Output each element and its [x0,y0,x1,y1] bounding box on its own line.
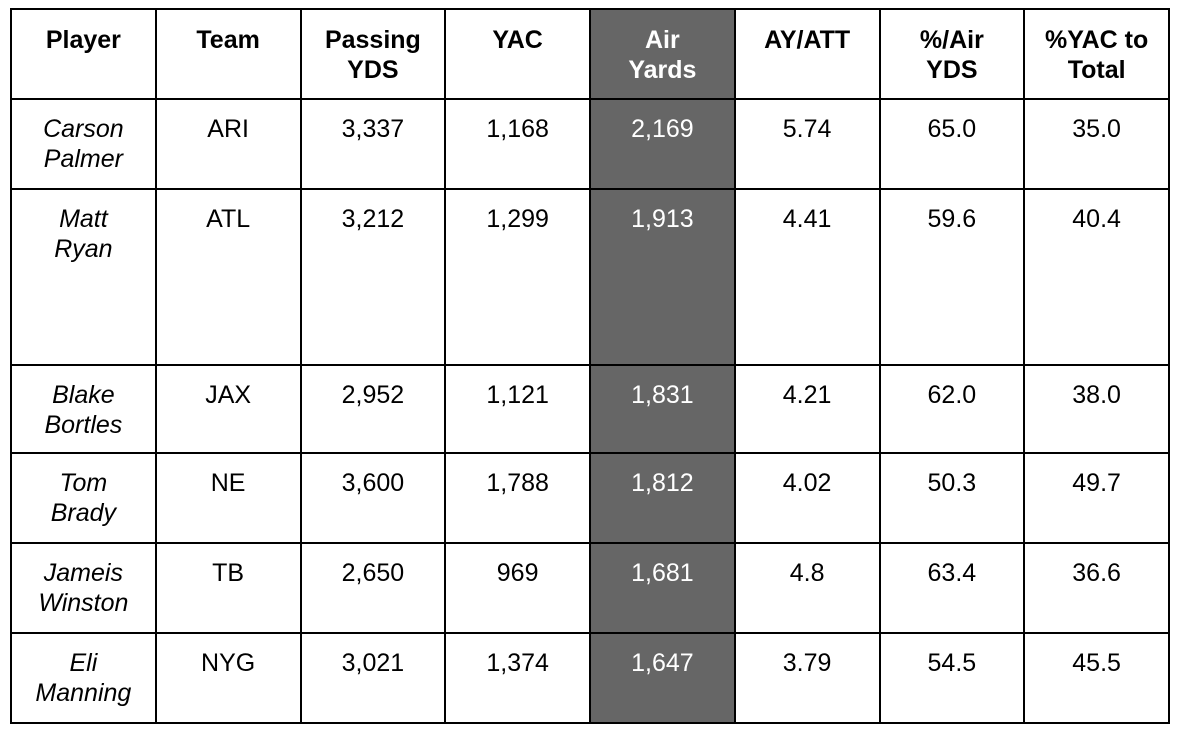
header-ay-att: AY/ATT [733,8,881,100]
table-row: Jameis Winston TB 2,650 969 1,681 4.8 63.… [10,542,1170,634]
pct-yac-total-cell: 49.7 [1023,452,1170,544]
yac-cell: 1,374 [444,632,591,724]
ay-att-cell: 4.41 [733,188,881,366]
table-row: Tom Brady NE 3,600 1,788 1,812 4.02 50.3 … [10,452,1170,544]
air-yards-cell: 1,681 [589,542,736,634]
pct-air-yds-cell: 54.5 [878,632,1026,724]
team-cell: NE [154,452,302,544]
yac-cell: 1,168 [444,98,591,190]
header-pct-air-yds: %/Air YDS [878,8,1026,100]
team-cell: NYG [154,632,302,724]
header-air-yards: Air Yards [589,8,736,100]
ay-att-cell: 4.21 [733,364,881,454]
passing-yds-cell: 3,021 [299,632,447,724]
pct-yac-total-cell: 38.0 [1023,364,1170,454]
air-yards-cell: 1,812 [589,452,736,544]
passing-yds-cell: 3,212 [299,188,447,366]
player-name: Eli Manning [10,632,157,724]
team-cell: ATL [154,188,302,366]
table-row: Eli Manning NYG 3,021 1,374 1,647 3.79 54… [10,632,1170,724]
yac-cell: 1,121 [444,364,591,454]
pct-yac-total-cell: 35.0 [1023,98,1170,190]
passing-yds-cell: 3,600 [299,452,447,544]
player-name: Jameis Winston [10,542,157,634]
team-cell: JAX [154,364,302,454]
table-row: Matt Ryan ATL 3,212 1,299 1,913 4.41 59.6… [10,188,1170,366]
passing-yds-cell: 2,650 [299,542,447,634]
team-cell: TB [154,542,302,634]
pct-air-yds-cell: 50.3 [878,452,1026,544]
player-name: Tom Brady [10,452,157,544]
yac-cell: 1,299 [444,188,591,366]
header-pct-yac-total: %YAC to Total [1023,8,1170,100]
yac-cell: 1,788 [444,452,591,544]
pct-air-yds-cell: 62.0 [878,364,1026,454]
pct-yac-total-cell: 36.6 [1023,542,1170,634]
passing-yds-cell: 2,952 [299,364,447,454]
qb-stats-table: Player Team Passing YDS YAC Air Yards AY/A… [10,8,1170,724]
ay-att-cell: 3.79 [733,632,881,724]
header-row: Player Team Passing YDS YAC Air Yards AY/A… [10,8,1170,100]
team-cell: ARI [154,98,302,190]
header-passing-yds: Passing YDS [299,8,447,100]
passing-yds-cell: 3,337 [299,98,447,190]
pct-air-yds-cell: 65.0 [878,98,1026,190]
player-name: Carson Palmer [10,98,157,190]
pct-yac-total-cell: 45.5 [1023,632,1170,724]
ay-att-cell: 4.02 [733,452,881,544]
pct-air-yds-cell: 59.6 [878,188,1026,366]
yac-cell: 969 [444,542,591,634]
header-player: Player [10,8,157,100]
player-name: Matt Ryan [10,188,157,366]
air-yards-cell: 1,647 [589,632,736,724]
ay-att-cell: 5.74 [733,98,881,190]
air-yards-cell: 1,913 [589,188,736,366]
air-yards-cell: 1,831 [589,364,736,454]
player-name: Blake Bortles [10,364,157,454]
pct-air-yds-cell: 63.4 [878,542,1026,634]
header-team: Team [154,8,302,100]
header-yac: YAC [444,8,591,100]
air-yards-cell: 2,169 [589,98,736,190]
table-row: Carson Palmer ARI 3,337 1,168 2,169 5.74 … [10,98,1170,190]
pct-yac-total-cell: 40.4 [1023,188,1170,366]
ay-att-cell: 4.8 [733,542,881,634]
table-row: Blake Bortles JAX 2,952 1,121 1,831 4.21 … [10,364,1170,454]
